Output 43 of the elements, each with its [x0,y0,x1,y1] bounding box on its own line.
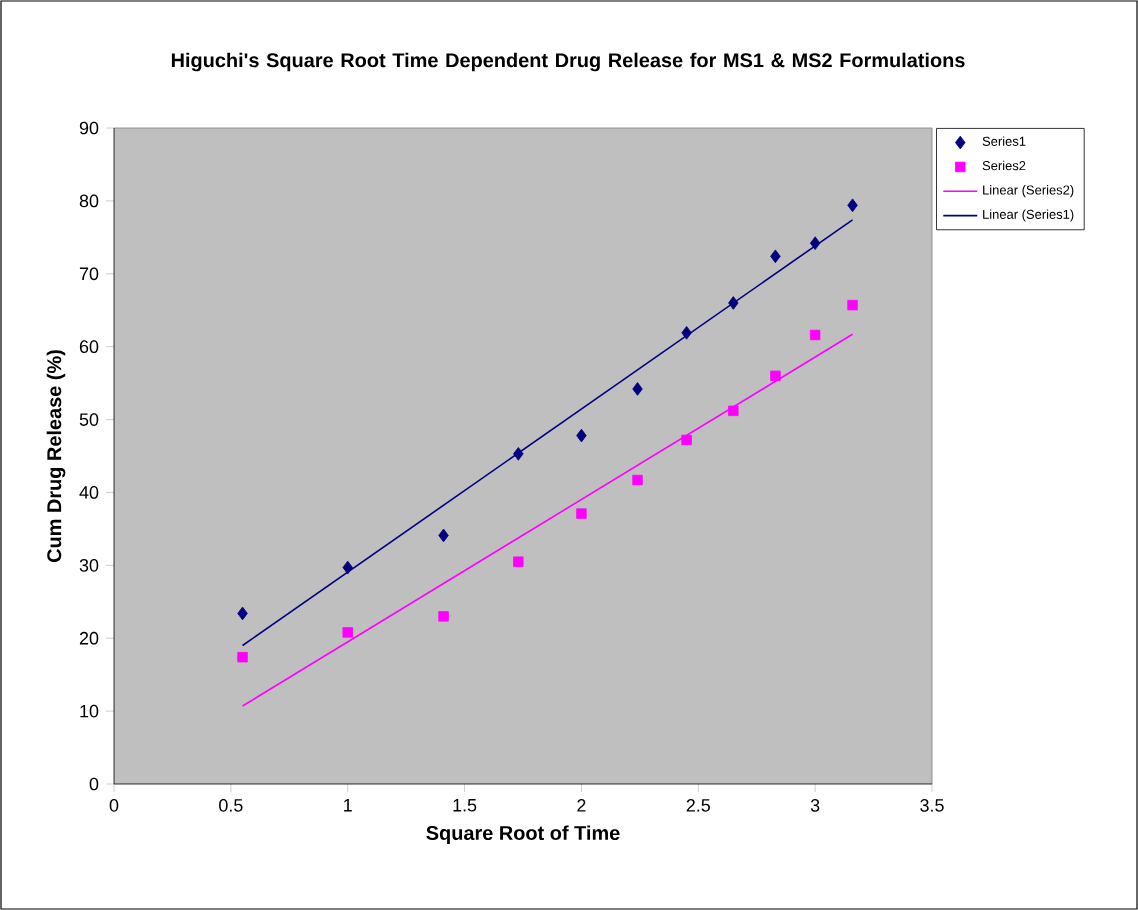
point [847,299,858,311]
y-tick-label: 70 [79,267,99,281]
point [728,405,739,417]
y-axis-title: Cum Drug Release (%) [46,350,66,563]
point [513,447,524,461]
point [237,651,248,663]
y-tick-label: 60 [79,340,99,354]
x-axis-title: Square Root of Time [426,825,620,844]
point [632,474,643,486]
y-tick-label: 20 [79,631,99,645]
y-tick-label: 90 [79,121,99,135]
point [632,382,643,396]
point [438,611,449,622]
y-tick-label: 50 [79,413,99,426]
point [770,249,781,264]
point [342,560,353,575]
point [438,528,449,543]
point [770,370,781,382]
y-tick-label: 10 [80,704,99,718]
point [513,556,524,567]
point [576,428,587,443]
x-tick-label: 3.5 [920,799,944,812]
point [728,296,739,310]
point [681,434,692,446]
x-tick-label: 1 [344,799,352,812]
point [237,606,248,621]
x-tick-label: 3 [810,799,820,812]
y-tick-label: 80 [79,194,99,208]
point [342,627,353,638]
y-tick-label: 0 [89,777,99,791]
point [809,236,821,250]
chart-title: Higuchi's Square Root Time Dependent Drug Release for MS1 & MS2 Formulations [171,52,965,72]
x-tick-label: 1.5 [453,799,477,812]
y-tick-label: 30 [79,558,99,572]
x-tick-label: 0.5 [219,799,243,812]
point [809,329,821,341]
x-tick-label: 2.5 [686,799,710,812]
point [576,508,587,519]
point [847,198,858,213]
x-tick-label: 2 [577,799,586,812]
x-tick-label: 0 [109,799,119,812]
point [681,326,692,340]
y-tick-label: 40 [79,486,99,499]
